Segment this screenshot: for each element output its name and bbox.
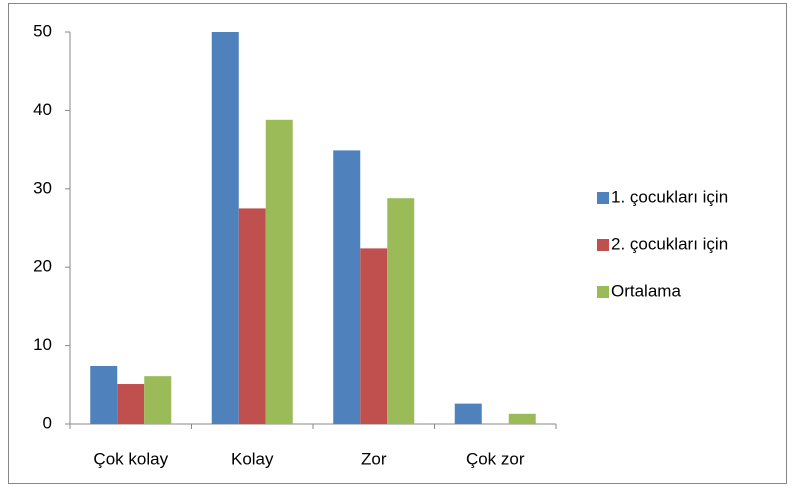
bar (211, 32, 239, 424)
legend-swatch (597, 192, 609, 204)
y-tick-label: 10 (33, 335, 52, 354)
bar (90, 365, 118, 424)
bar (387, 198, 415, 424)
y-tick-label: 40 (33, 100, 52, 119)
x-tick-label: Çok zor (466, 449, 525, 468)
legend-swatch (597, 286, 609, 298)
bar (238, 208, 266, 424)
x-tick-label: Kolay (231, 449, 274, 468)
y-tick-label: 0 (43, 413, 52, 432)
bar (508, 413, 536, 424)
legend-label: 1. çocukları için (611, 187, 728, 206)
bar (360, 248, 388, 424)
y-tick-label: 30 (33, 178, 52, 197)
y-tick-label: 20 (33, 257, 52, 276)
x-tick-label: Zor (361, 449, 387, 468)
bar (454, 403, 482, 424)
bar (333, 150, 361, 424)
y-tick-label: 50 (33, 21, 52, 40)
bar (265, 119, 293, 425)
legend-swatch (597, 239, 609, 251)
legend-label: Ortalama (611, 281, 681, 300)
legend-label: 2. çocukları için (611, 234, 728, 253)
bar (117, 384, 145, 424)
bar (144, 376, 172, 424)
x-tick-label: Çok kolay (93, 449, 168, 468)
